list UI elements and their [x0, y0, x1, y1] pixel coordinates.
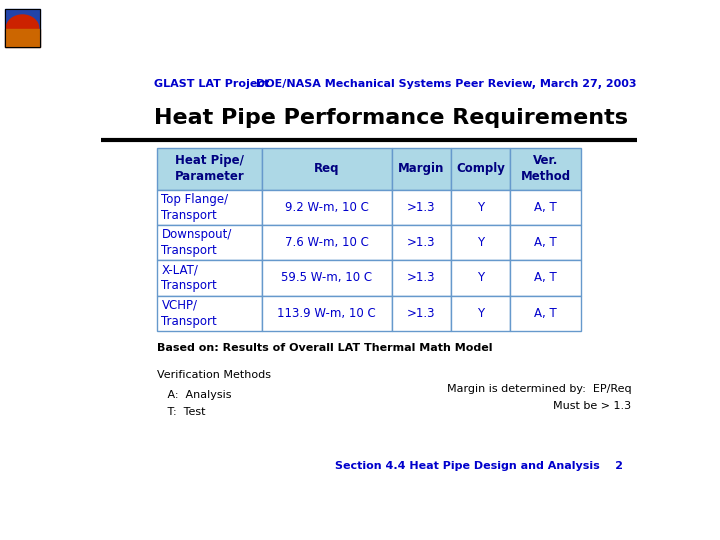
Text: Heat Pipe Performance Requirements: Heat Pipe Performance Requirements [154, 109, 629, 129]
Text: Y: Y [477, 307, 484, 320]
Bar [261, 225, 392, 260]
Bar [157, 148, 261, 190]
Text: >1.3: >1.3 [407, 201, 436, 214]
Text: A, T: A, T [534, 307, 557, 320]
Text: Heat Pipe/
Parameter: Heat Pipe/ Parameter [174, 154, 244, 183]
Text: Section 4.4 Heat Pipe Design and Analysis    2: Section 4.4 Heat Pipe Design and Analysi… [335, 462, 623, 471]
Text: X-LAT/
Transport: X-LAT/ Transport [161, 264, 217, 292]
Bar [261, 148, 392, 190]
Text: A, T: A, T [534, 272, 557, 285]
Bar [4, 9, 40, 47]
Bar [261, 260, 392, 295]
Text: Ver.
Method: Ver. Method [521, 154, 570, 183]
Text: 9.2 W-m, 10 C: 9.2 W-m, 10 C [284, 201, 369, 214]
Circle shape [6, 15, 39, 42]
Text: >1.3: >1.3 [407, 307, 436, 320]
Text: Req: Req [314, 162, 339, 176]
Bar [451, 260, 510, 295]
Bar [510, 148, 581, 190]
Bar [510, 260, 581, 295]
Bar [392, 260, 451, 295]
Text: Y: Y [477, 272, 484, 285]
Bar [451, 225, 510, 260]
Bar [510, 190, 581, 225]
Text: Must be > 1.3: Must be > 1.3 [553, 401, 631, 411]
Text: DOE/NASA Mechanical Systems Peer Review, March 27, 2003: DOE/NASA Mechanical Systems Peer Review,… [256, 79, 637, 89]
Bar [392, 295, 451, 331]
Text: >1.3: >1.3 [407, 236, 436, 249]
Text: >1.3: >1.3 [407, 272, 436, 285]
Text: GLAST LAT Project: GLAST LAT Project [154, 79, 269, 89]
Bar [451, 190, 510, 225]
Text: 59.5 W-m, 10 C: 59.5 W-m, 10 C [281, 272, 372, 285]
Bar [451, 295, 510, 331]
Bar [4, 9, 40, 47]
Text: A:  Analysis: A: Analysis [157, 389, 231, 400]
Bar [510, 295, 581, 331]
Text: Comply: Comply [456, 162, 505, 176]
Text: 7.6 W-m, 10 C: 7.6 W-m, 10 C [284, 236, 369, 249]
Text: Top Flange/
Transport: Top Flange/ Transport [161, 193, 228, 222]
Text: T:  Test: T: Test [157, 407, 205, 417]
Bar [392, 225, 451, 260]
Bar [157, 295, 261, 331]
Text: Y: Y [477, 236, 484, 249]
Text: Verification Methods: Verification Methods [157, 369, 271, 380]
Text: Y: Y [477, 201, 484, 214]
Bar [392, 148, 451, 190]
Text: A, T: A, T [534, 201, 557, 214]
Text: Downspout/
Transport: Downspout/ Transport [161, 228, 232, 257]
Text: Margin is determined by:  EP/Req: Margin is determined by: EP/Req [446, 384, 631, 394]
Bar [451, 148, 510, 190]
Bar [157, 225, 261, 260]
Bar [4, 29, 40, 47]
Bar [157, 260, 261, 295]
Bar [261, 190, 392, 225]
Bar [392, 190, 451, 225]
Bar [510, 225, 581, 260]
Text: Based on: Results of Overall LAT Thermal Math Model: Based on: Results of Overall LAT Thermal… [157, 342, 492, 353]
Text: Margin: Margin [398, 162, 444, 176]
Text: VCHP/
Transport: VCHP/ Transport [161, 299, 217, 328]
Bar [261, 295, 392, 331]
Text: A, T: A, T [534, 236, 557, 249]
Text: 113.9 W-m, 10 C: 113.9 W-m, 10 C [277, 307, 376, 320]
Bar [157, 190, 261, 225]
